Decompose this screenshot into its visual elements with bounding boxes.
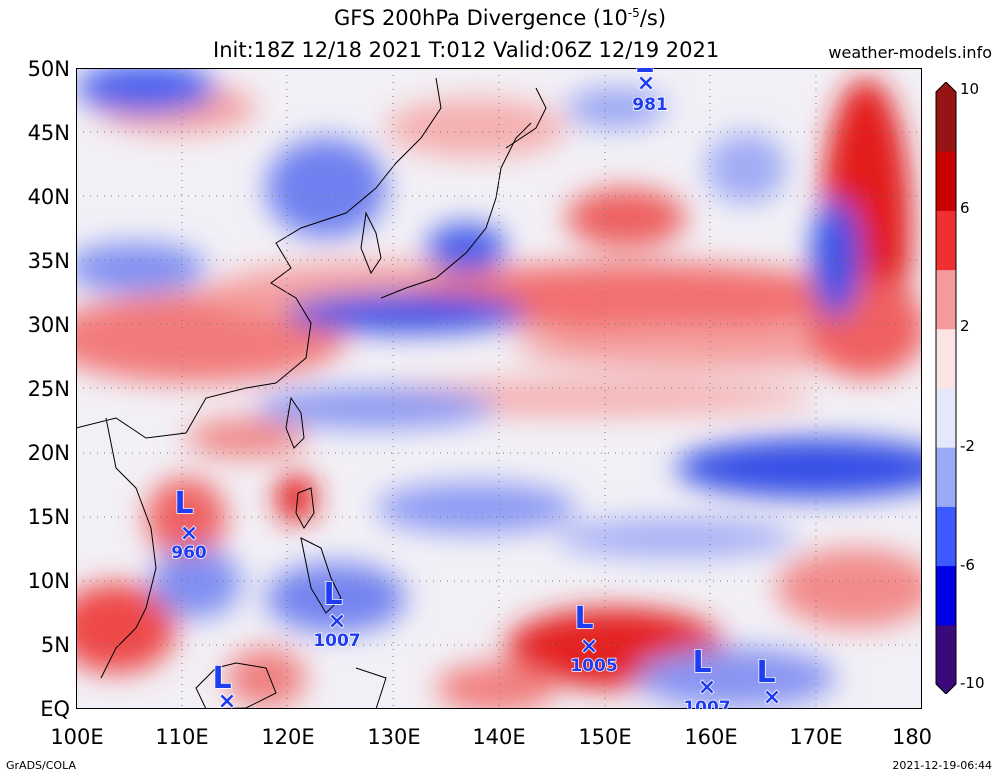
colorbar-segment xyxy=(936,92,956,152)
colorbar-segment xyxy=(936,447,956,507)
divergence-field xyxy=(76,68,922,709)
lat-label: 45N xyxy=(27,121,70,145)
gridlines xyxy=(76,68,922,709)
svg-text:1007: 1007 xyxy=(313,631,360,651)
svg-text:×: × xyxy=(328,609,346,634)
colorbar-label: -2 xyxy=(960,437,975,455)
colorbar-segments xyxy=(936,82,956,694)
svg-text:L: L xyxy=(574,601,593,636)
low-center-1008: L × 1008 xyxy=(212,660,237,709)
low-center-981: L × 981 xyxy=(632,68,669,116)
site-label: weather-models.info xyxy=(828,43,992,62)
divergence-map: L × 981 L × 960 L × 1007 L × 1005 L × 10… xyxy=(76,68,922,709)
colorbar-label: -10 xyxy=(960,674,985,692)
svg-text:1007: 1007 xyxy=(683,698,730,709)
low-center-1007-a: L × 1007 xyxy=(313,576,362,652)
colorbar-top-tip xyxy=(936,82,956,92)
low-center-1007-c: L × 1007 xyxy=(749,654,798,709)
lat-label: 25N xyxy=(27,377,70,401)
lon-label: 180 xyxy=(891,725,933,749)
svg-text:×: × xyxy=(180,521,198,546)
svg-text:×: × xyxy=(637,71,655,96)
svg-text:L: L xyxy=(756,655,775,690)
low-markers: L × 981 L × 960 L × 1007 L × 1005 L × 10… xyxy=(171,68,798,709)
svg-text:×: × xyxy=(698,675,716,700)
chart-subtitle: Init:18Z 12/18 2021 T:012 Valid:06Z 12/1… xyxy=(213,38,720,62)
colorbar-segment xyxy=(936,328,956,389)
svg-text:981: 981 xyxy=(632,95,668,115)
svg-text:×: × xyxy=(218,689,236,709)
lat-label: EQ xyxy=(40,697,70,721)
lat-label: 35N xyxy=(27,249,70,273)
lat-label: 15N xyxy=(27,505,70,529)
colorbar-label: 10 xyxy=(960,80,980,98)
lon-label: 100E xyxy=(50,725,104,749)
lat-label: 30N xyxy=(27,313,70,337)
colorbar-segment xyxy=(936,388,956,448)
grads-credit: GrADS/COLA xyxy=(6,759,76,772)
lon-label: 140E xyxy=(472,725,526,749)
svg-text:×: × xyxy=(580,634,598,659)
chart-title: GFS 200hPa Divergence (10-5/s) xyxy=(0,6,1000,30)
timestamp: 2021-12-19-06:44 xyxy=(892,759,992,772)
colorbar-label: 6 xyxy=(960,199,970,217)
colorbar-segment xyxy=(936,624,956,685)
lat-label: 20N xyxy=(27,441,70,465)
lon-label: 130E xyxy=(367,725,421,749)
lat-label: 50N xyxy=(27,57,70,81)
lon-label: 170E xyxy=(789,725,843,749)
low-center-960: L × 960 xyxy=(171,485,208,564)
low-center-1005: L × 1005 xyxy=(570,600,619,677)
lon-label: 110E xyxy=(155,725,209,749)
lat-label: 5N xyxy=(40,633,70,657)
title-unit: /s) xyxy=(639,6,667,30)
colorbar xyxy=(935,82,957,694)
svg-text:L: L xyxy=(323,577,342,612)
lat-label: 10N xyxy=(27,569,70,593)
lon-label: 150E xyxy=(578,725,632,749)
lon-label: 160E xyxy=(684,725,738,749)
colorbar-segment xyxy=(936,565,956,626)
colorbar-segment xyxy=(936,506,956,567)
svg-text:L: L xyxy=(692,645,711,680)
colorbar-segment xyxy=(936,210,956,271)
colorbar-segment xyxy=(936,151,956,211)
lat-label: 40N xyxy=(27,185,70,209)
low-center-1007-b: L × 1007 xyxy=(683,644,732,709)
colorbar-label: -6 xyxy=(960,556,975,574)
svg-text:1005: 1005 xyxy=(570,656,617,676)
lon-label: 120E xyxy=(261,725,315,749)
svg-text:L: L xyxy=(212,661,231,696)
coastlines xyxy=(76,77,547,709)
svg-text:L: L xyxy=(174,486,193,521)
colorbar-label: 2 xyxy=(960,317,970,335)
svg-text:×: × xyxy=(763,685,781,709)
svg-text:L: L xyxy=(634,68,653,80)
title-main: GFS 200hPa Divergence (10 xyxy=(333,6,628,30)
colorbar-segment xyxy=(936,269,956,330)
svg-text:960: 960 xyxy=(171,543,207,563)
title-exponent: -5 xyxy=(627,6,640,20)
colorbar-bottom-tip xyxy=(936,684,956,694)
